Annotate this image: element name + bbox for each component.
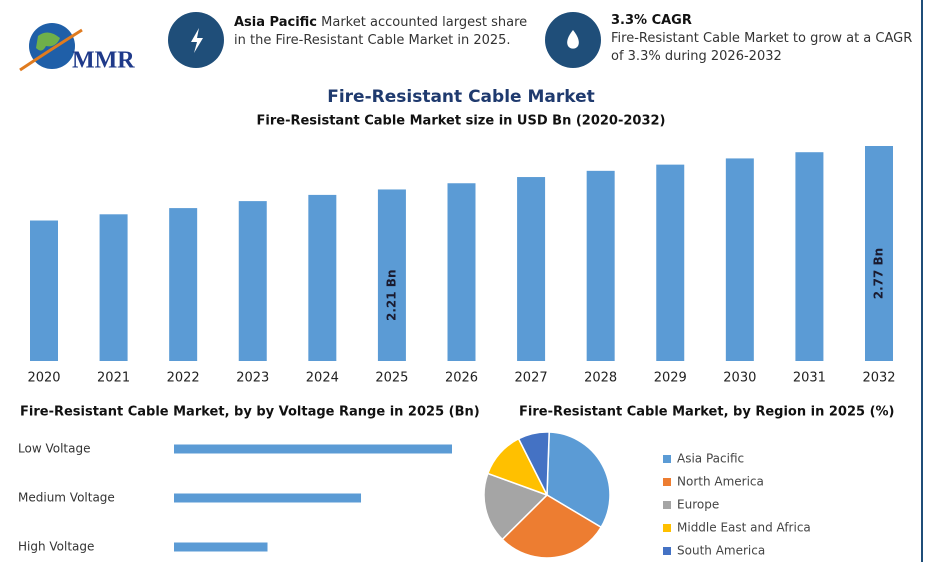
- bar: [586, 170, 615, 361]
- bar: [377, 189, 406, 361]
- pie-slice: [501, 494, 603, 559]
- bar: [517, 177, 546, 361]
- bar: [865, 146, 893, 361]
- legend-label: South America: [677, 544, 765, 558]
- x-tick-label: 2031: [793, 371, 826, 386]
- bar: [447, 183, 476, 361]
- note-bold: 3.3% CAGR: [611, 13, 692, 28]
- legend-swatch: [663, 501, 671, 509]
- bar: [308, 194, 337, 361]
- y-tick-label: Low Voltage: [18, 442, 90, 456]
- y-tick-label: High Voltage: [18, 540, 94, 554]
- legend-swatch: [663, 455, 671, 463]
- bar: [174, 444, 452, 454]
- legend-label: Middle East and Africa: [677, 521, 811, 535]
- bar: [238, 201, 267, 361]
- bar: [795, 152, 824, 361]
- x-tick-label: 2021: [97, 371, 130, 386]
- legend-swatch: [663, 547, 671, 555]
- bar: [174, 493, 362, 503]
- value-label: 2.21 Bn: [384, 269, 398, 320]
- bar: [725, 158, 754, 361]
- x-tick-label: 2022: [167, 371, 200, 386]
- legend-label: North America: [677, 475, 764, 489]
- bar: [169, 208, 198, 361]
- bar: [99, 214, 128, 361]
- x-tick-label: 2032: [862, 371, 895, 386]
- bar: [656, 164, 685, 361]
- legend-label: Asia Pacific: [677, 452, 744, 466]
- note-text: Market accounted largest share in the Fi…: [234, 15, 528, 48]
- legend-swatch: [663, 478, 671, 486]
- pie-slice: [517, 431, 550, 496]
- chart-title: Fire-Resistant Cable Market, by Region i…: [519, 405, 895, 420]
- chart-title: Fire-Resistant Cable Market: [327, 87, 595, 107]
- legend-swatch: [663, 524, 671, 532]
- chart-title: Fire-Resistant Cable Market, by by Volta…: [20, 405, 480, 420]
- y-tick-label: Medium Voltage: [18, 491, 115, 505]
- bar: [30, 220, 58, 361]
- value-label: 2.77 Bn: [872, 248, 886, 299]
- x-tick-label: 2020: [27, 371, 60, 386]
- x-tick-label: 2028: [584, 371, 617, 386]
- x-tick-label: 2023: [236, 371, 269, 386]
- x-tick-label: 2030: [723, 371, 756, 386]
- x-tick-label: 2029: [654, 371, 687, 386]
- note-bold: Asia Pacific: [234, 15, 318, 30]
- x-tick-label: 2025: [375, 371, 408, 386]
- logo-text: MMR: [72, 48, 135, 74]
- icon-glyph: [567, 30, 579, 49]
- left-note: Asia Pacific Market accounted largest sh…: [234, 14, 534, 50]
- chart-subtitle: Fire-Resistant Cable Market size in USD …: [257, 114, 666, 129]
- note-text: Fire-Resistant Cable Market to grow at a…: [611, 31, 913, 64]
- bar: [174, 542, 268, 552]
- right-note: 3.3% CAGR Fire-Resistant Cable Market to …: [611, 12, 916, 66]
- x-tick-label: 2026: [445, 371, 478, 386]
- pie-slice: [546, 431, 611, 529]
- legend-label: Europe: [677, 498, 719, 512]
- x-tick-label: 2027: [515, 371, 548, 386]
- x-tick-label: 2024: [306, 371, 339, 386]
- logo: MMR: [19, 23, 135, 74]
- icon-glyph: [191, 28, 203, 53]
